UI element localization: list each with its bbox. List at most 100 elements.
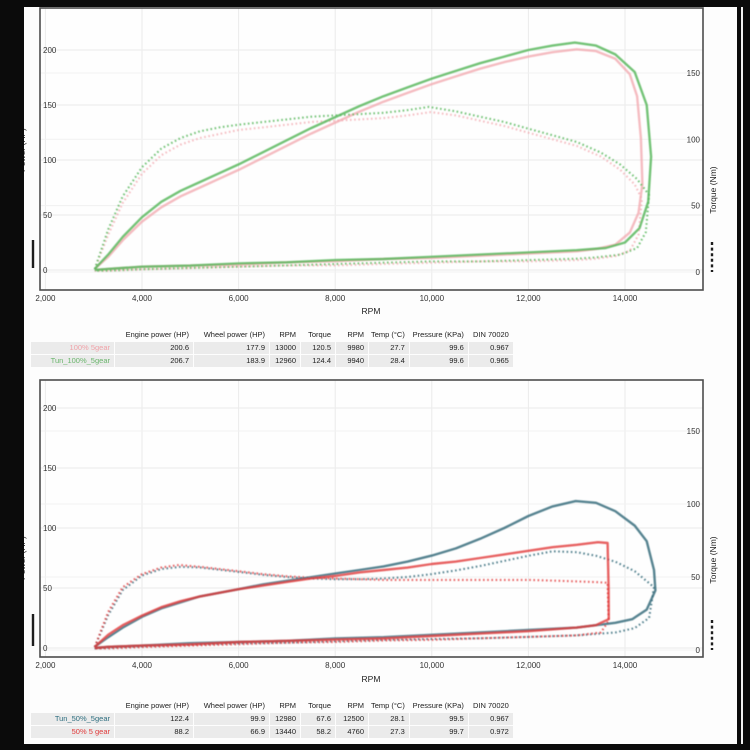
table-cell: 12960: [270, 355, 300, 367]
table-row: 50% 5 gear 88.2 66.9 13440 58.2 4760 27.3 99.7 0…: [31, 726, 513, 738]
run-name-cell: Tun_100%_5gear: [31, 355, 114, 367]
series-50-5-gear-torque-nm-: [93, 563, 610, 650]
table-cell: 124.4: [301, 355, 335, 367]
table-header-cell: Engine power (HP): [125, 330, 189, 339]
y-right-tick-label: 150: [687, 69, 701, 78]
y-right-axis-title: Torque (Nm): [708, 166, 718, 213]
table-row: Tun_100%_5gear 206.7 183.9 12960 124.4 9940 28…: [31, 355, 513, 367]
x-tick-label: 6,000: [229, 294, 250, 303]
series-tun-100-5gear-power-hp-: [93, 41, 653, 272]
table-header-cell: RPM: [279, 330, 296, 339]
series-100-5gear-torque-nm-: [93, 111, 643, 272]
table-header-row: Engine power (HP) Wheel power (HP) RPM Torq…: [31, 700, 513, 712]
table-cell: 67.6: [301, 713, 335, 725]
bezel-top: [0, 0, 750, 7]
table-cell: 0.967: [468, 713, 513, 725]
x-tick-label: 4,000: [132, 661, 153, 670]
table-header-cell: Temp (°C): [371, 701, 405, 710]
table-cell: 206.7: [115, 355, 193, 367]
table-cell: 27.3: [369, 726, 409, 738]
series-tun-100-5gear-torque-nm-: [93, 105, 651, 272]
table-header-cell: Wheel power (HP): [203, 701, 265, 710]
table-header-cell: RPM: [279, 701, 296, 710]
results-table-50pct: Engine power (HP) Wheel power (HP) RPM Torq…: [30, 699, 514, 739]
y-left-tick-label: 100: [43, 524, 57, 533]
table-cell: 0.965: [468, 355, 513, 367]
table-cell: 88.2: [115, 726, 193, 738]
table-cell: 27.7: [369, 342, 409, 354]
table-header-cell: RPM: [347, 701, 364, 710]
plot-area: [40, 380, 703, 657]
table-cell: 12980: [270, 713, 300, 725]
bezel-bottom: [0, 744, 750, 750]
x-tick-label: 10,000: [420, 661, 445, 670]
table-cell: 0.972: [468, 726, 513, 738]
y-right-tick-label: 150: [687, 427, 701, 436]
table-header-cell: Engine power (HP): [125, 701, 189, 710]
table-cell: 9980: [336, 342, 368, 354]
plot-border: [39, 7, 704, 291]
y-right-tick-label: 0: [696, 646, 701, 655]
table-row: Tun_50%_5gear 122.4 99.9 12980 67.6 12500 28.1…: [31, 713, 513, 725]
table-cell: 4760: [336, 726, 368, 738]
table-header-cell: Pressure (KPa): [412, 701, 464, 710]
table-cell: 200.6: [115, 342, 193, 354]
y-left-tick-label: 50: [43, 584, 52, 593]
x-tick-label: 14,000: [613, 661, 638, 670]
table-cell: 13000: [270, 342, 300, 354]
y-right-tick-label: 50: [691, 573, 700, 582]
table-cell: 120.5: [301, 342, 335, 354]
table-header-cell: [31, 329, 114, 341]
y-right-tick-label: 100: [687, 135, 701, 144]
x-tick-label: 14,000: [613, 294, 638, 303]
y-right-tick-label: 100: [687, 500, 701, 509]
y-right-tick-label: 50: [691, 202, 700, 211]
bezel-right: [737, 0, 750, 750]
y-right-axis-title: Torque (Nm): [708, 536, 718, 583]
table-header-cell: Torque: [308, 701, 331, 710]
y-left-tick-label: 0: [43, 266, 48, 275]
table-header-cell: [31, 700, 114, 712]
x-tick-label: 6,000: [229, 661, 250, 670]
plot-area: [40, 8, 703, 290]
x-tick-label: 10,000: [420, 294, 445, 303]
y-left-tick-label: 200: [43, 46, 57, 55]
table-header-cell: Wheel power (HP): [203, 330, 265, 339]
x-axis-title: RPM: [362, 306, 381, 316]
table-row: 100% 5gear 200.6 177.9 13000 120.5 9980 27.7 99…: [31, 342, 513, 354]
table-cell: 122.4: [115, 713, 193, 725]
x-tick-label: 8,000: [325, 294, 346, 303]
table-cell: 99.7: [409, 726, 468, 738]
run-name-cell: Tun_50%_5gear: [31, 713, 114, 725]
table-cell: 183.9: [194, 355, 269, 367]
table-cell: 66.9: [194, 726, 269, 738]
y-left-tick-label: 100: [43, 156, 57, 165]
bezel-highlight-line: [741, 7, 743, 744]
table-cell: 28.1: [369, 713, 409, 725]
table-cell: 13440: [270, 726, 300, 738]
table-cell: 28.4: [369, 355, 409, 367]
table-cell: 99.5: [409, 713, 468, 725]
y-left-tick-label: 150: [43, 101, 57, 110]
table-header-cell: RPM: [347, 330, 364, 339]
x-tick-label: 2,000: [35, 294, 56, 303]
run-name-cell: 100% 5gear: [31, 342, 114, 354]
y-left-tick-label: 150: [43, 464, 57, 473]
table-header-cell: DIN 70020: [472, 330, 509, 339]
table-cell: 0.967: [468, 342, 513, 354]
table-header-cell: Temp (°C): [371, 330, 405, 339]
table-cell: 99.6: [409, 355, 468, 367]
table-cell: 99.6: [409, 342, 468, 354]
y-left-tick-label: 200: [43, 404, 57, 413]
x-tick-label: 12,000: [516, 294, 541, 303]
y-left-tick-label: 50: [43, 211, 52, 220]
plot-border: [39, 379, 704, 658]
dyno-chart-top: 0 50 100 150 200 0 50 100 150 2,000 4,000 6,000 8,00…: [17, 7, 718, 316]
table-cell: 9940: [336, 355, 368, 367]
run-name-cell: 50% 5 gear: [31, 726, 114, 738]
x-tick-label: 8,000: [325, 661, 346, 670]
x-tick-label: 4,000: [132, 294, 153, 303]
y-left-tick-label: 0: [43, 644, 48, 653]
bezel-left: [0, 0, 24, 750]
